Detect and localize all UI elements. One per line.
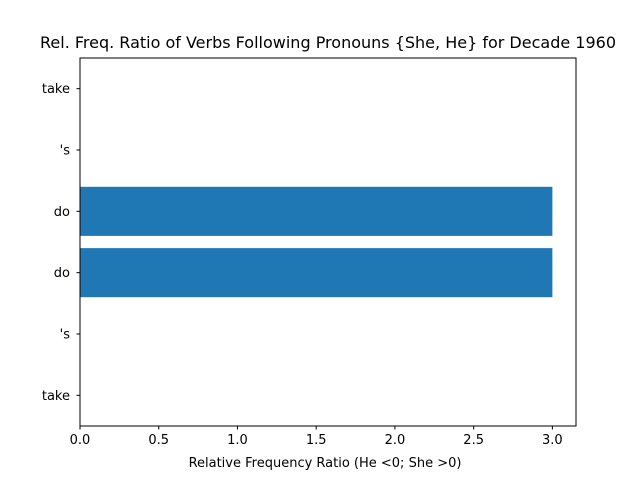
x-tick-label: 1.0 <box>227 433 248 448</box>
y-tick-label: do <box>54 266 70 281</box>
bar <box>80 186 553 236</box>
bar <box>80 248 553 298</box>
x-tick-label: 0.0 <box>70 433 91 448</box>
y-tick-label: 's <box>60 144 71 159</box>
plot-frame <box>79 57 577 427</box>
y-tick-label: do <box>54 205 70 220</box>
x-axis-ticks: 0.0 0.5 1.0 1.5 2.0 2.5 3.0 <box>70 426 563 448</box>
x-tick-label: 1.5 <box>306 433 327 448</box>
x-tick-label: 2.5 <box>463 433 484 448</box>
y-tick-label: take <box>42 389 70 404</box>
x-tick-label: 2.0 <box>385 433 406 448</box>
bars <box>80 186 553 298</box>
x-axis-label: Relative Frequency Ratio (He <0; She >0) <box>189 456 462 471</box>
x-tick-label: 0.5 <box>148 433 169 448</box>
y-axis-ticks: take 's do do 's take <box>42 82 80 404</box>
chart-title: Rel. Freq. Ratio of Verbs Following Pron… <box>40 33 616 52</box>
y-tick-label: take <box>42 82 70 97</box>
x-tick-label: 3.0 <box>542 433 563 448</box>
y-tick-label: 's <box>60 328 71 343</box>
